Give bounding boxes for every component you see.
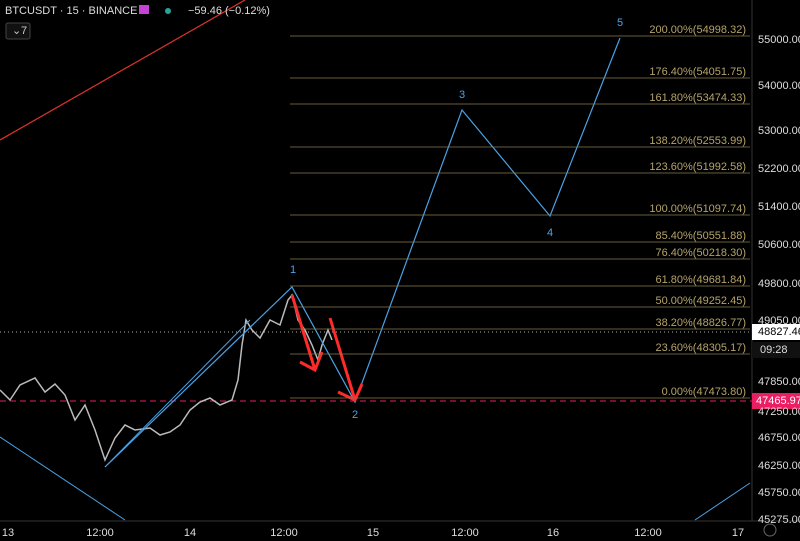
price-label: 54000.00	[758, 80, 800, 92]
toggle-arrow: ⌄	[12, 25, 21, 37]
red-arrow	[328, 317, 364, 403]
price-label: 47850.00	[758, 376, 800, 388]
price-label: 49050.00	[758, 315, 800, 327]
time-label: 12:00	[270, 527, 298, 539]
indicator-count: 7	[21, 25, 27, 37]
fib-label: 76.40%(50218.30)	[655, 247, 746, 259]
countdown: 09:28	[760, 344, 788, 356]
price-label: 45275.00	[758, 514, 800, 526]
fib-label: 50.00%(49252.45)	[655, 295, 746, 307]
time-label: 13	[2, 527, 14, 539]
wave-guide	[104, 319, 251, 468]
fib-label: 61.80%(49681.84)	[655, 274, 746, 286]
wave-label: 3	[459, 89, 465, 101]
cursor-price: 47465.97	[756, 395, 800, 407]
flag-icon	[139, 5, 149, 14]
price-label: 50600.00	[758, 239, 800, 251]
wave-label: 4	[547, 227, 553, 239]
settings-icon[interactable]	[763, 523, 777, 537]
wave-label: 1	[290, 264, 296, 276]
time-label: 12:00	[86, 527, 114, 539]
time-label: 14	[184, 527, 196, 539]
change: −59.46 (−0.12%)	[188, 5, 270, 17]
red-arrow	[290, 294, 324, 373]
time-label: 16	[547, 527, 559, 539]
fib-label: 0.00%(47473.80)	[662, 386, 746, 398]
time-label: 17	[732, 527, 744, 539]
wave-label: 5	[617, 17, 623, 29]
status-dot	[165, 8, 171, 14]
wave-label: 2	[352, 409, 358, 421]
last-price: 48827.46	[758, 326, 800, 338]
price-label: 53000.00	[758, 125, 800, 137]
symbol[interactable]: BTCUSDT · 15 · BINANCE	[5, 5, 137, 17]
fib-label: 161.80%(53474.33)	[649, 92, 746, 104]
price-label: 45750.00	[758, 487, 800, 499]
elliott-wave	[104, 37, 621, 468]
fib-label: 85.40%(50551.88)	[655, 230, 746, 242]
channel-line	[0, 436, 126, 521]
last-price-box	[752, 324, 800, 340]
price-label: 49800.00	[758, 278, 800, 290]
price-label: 52200.00	[758, 163, 800, 175]
price-label: 46250.00	[758, 460, 800, 472]
price-label: 46750.00	[758, 432, 800, 444]
price-label: 51400.00	[758, 201, 800, 213]
time-label: 15	[367, 527, 379, 539]
price-axis-bg	[752, 0, 800, 541]
price-label: 55000.00	[758, 34, 800, 46]
fib-label: 200.00%(54998.32)	[649, 24, 746, 36]
channel-line	[694, 482, 751, 521]
fib-label: 123.60%(51992.58)	[649, 161, 746, 173]
fib-label: 100.00%(51097.74)	[649, 203, 746, 215]
fib-label: 23.60%(48305.17)	[655, 342, 746, 354]
price-label: 47250.00	[758, 406, 800, 418]
cursor-price-box	[752, 393, 800, 409]
trend-line	[0, 0, 246, 141]
indicator-toggle[interactable]	[5, 22, 31, 40]
countdown-box	[752, 342, 800, 358]
fib-label: 38.20%(48826.77)	[655, 317, 746, 329]
fib-label: 176.40%(54051.75)	[649, 66, 746, 78]
time-label: 12:00	[451, 527, 479, 539]
fib-label: 138.20%(52553.99)	[649, 135, 746, 147]
time-label: 12:00	[634, 527, 662, 539]
